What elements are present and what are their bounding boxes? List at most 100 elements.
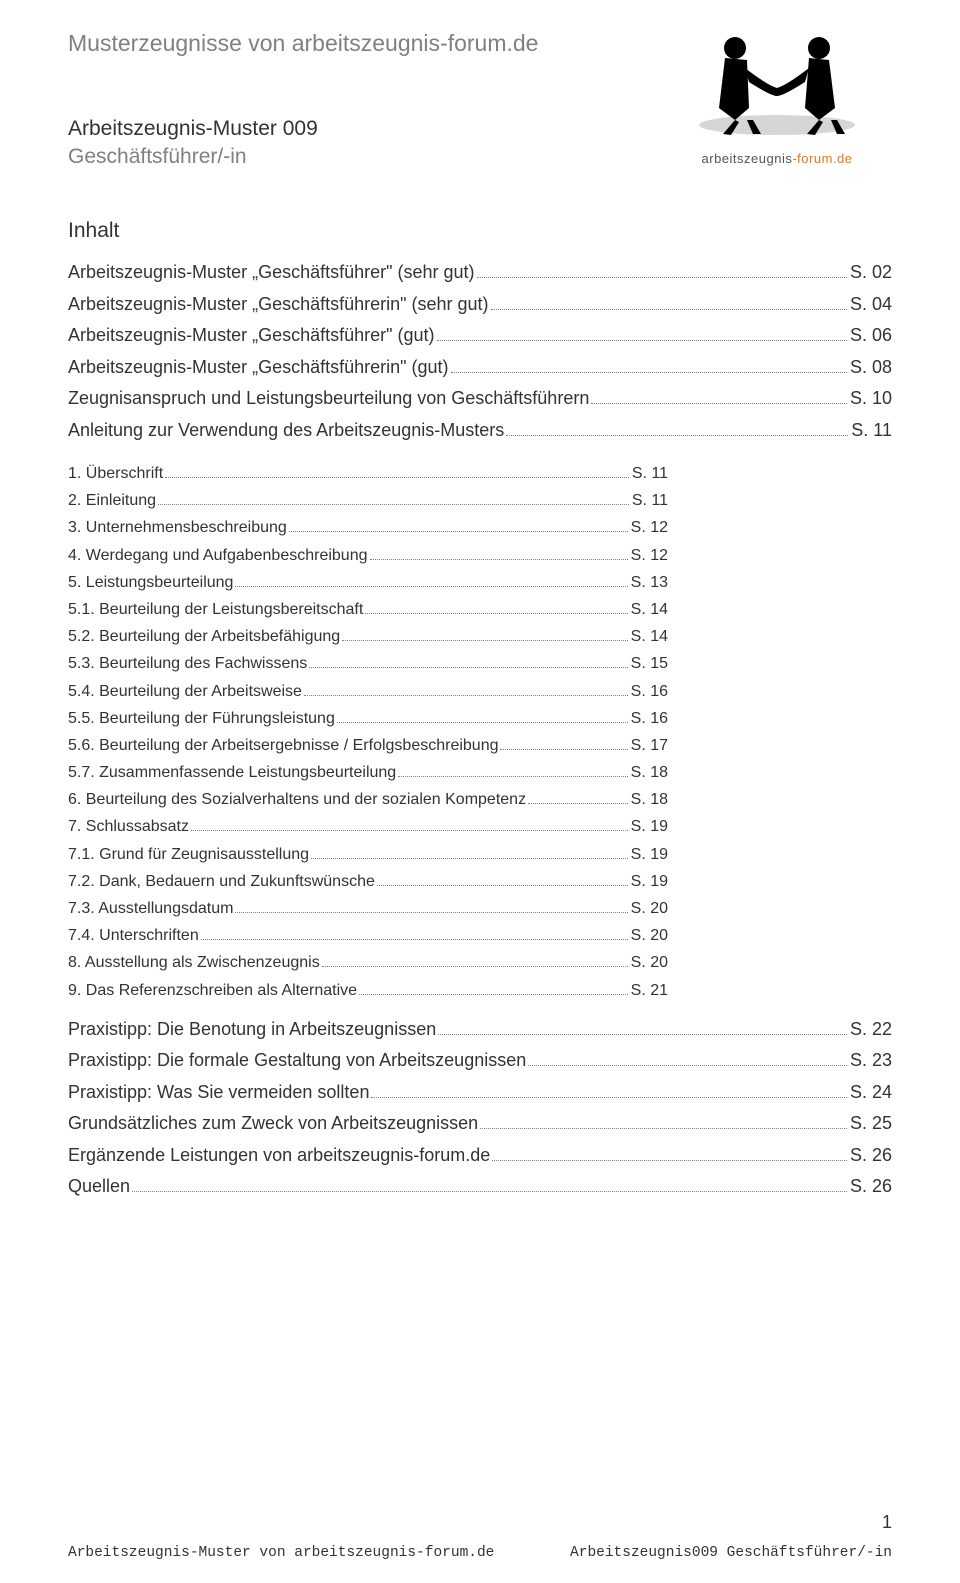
toc-leader-dots [500,749,627,750]
toc-leader-dots [311,858,628,859]
logo-caption-orange: -forum.de [792,151,852,166]
toc-leader-dots [158,504,629,505]
toc-page: S. 18 [631,786,668,813]
toc-leader-dots [438,1034,847,1035]
toc-label: 7.1. Grund für Zeugnisausstellung [68,841,309,868]
toc-row: QuellenS. 26 [68,1171,892,1203]
section-title: Inhalt [68,219,892,243]
toc-main: Arbeitszeugnis-Muster „Geschäftsführer" … [68,257,892,446]
toc-label: 5.4. Beurteilung der Arbeitsweise [68,678,302,705]
toc-leader-dots [451,372,847,373]
toc-label: Ergänzende Leistungen von arbeitszeugnis… [68,1140,490,1172]
toc-label: 4. Werdegang und Aufgabenbeschreibung [68,542,368,569]
toc-row: 5. LeistungsbeurteilungS. 13 [68,569,668,596]
toc-page: S. 12 [631,542,668,569]
toc-row: 5.7. Zusammenfassende Leistungsbeurteilu… [68,759,668,786]
toc-page: S. 11 [851,415,892,447]
toc-row: 5.4. Beurteilung der Arbeitsweise S. 16 [68,678,668,705]
toc-row: Arbeitszeugnis-Muster „Geschäftsführerin… [68,352,892,384]
toc-label: Arbeitszeugnis-Muster „Geschäftsführerin… [68,289,489,321]
toc-page: S. 15 [631,650,668,677]
toc-label: Praxistipp: Die Benotung in Arbeitszeugn… [68,1014,436,1046]
toc-row: 5.5. Beurteilung der FührungsleistungS. … [68,705,668,732]
toc-row: Ergänzende Leistungen von arbeitszeugnis… [68,1140,892,1172]
toc-label: Praxistipp: Die formale Gestaltung von A… [68,1045,526,1077]
toc-row: 5.3. Beurteilung des FachwissensS. 15 [68,650,668,677]
toc-leader-dots [477,277,847,278]
toc-row: 2. EinleitungS. 11 [68,487,668,514]
toc-label: Arbeitszeugnis-Muster „Geschäftsführer" … [68,320,435,352]
toc-row: 4. Werdegang und Aufgabenbeschreibung S. … [68,542,668,569]
toc-label: 5.7. Zusammenfassende Leistungsbeurteilu… [68,759,396,786]
toc-row: 5.1. Beurteilung der Leistungsbereitscha… [68,596,668,623]
toc-leader-dots [235,912,627,913]
toc-leader-dots [492,1160,847,1161]
toc-row: Arbeitszeugnis-Muster „Geschäftsführerin… [68,289,892,321]
handshake-icon [677,30,877,140]
toc-leader-dots [359,994,628,995]
toc-leader-dots [437,340,847,341]
page-number: 1 [882,1512,892,1533]
toc-page: S. 11 [632,487,668,514]
toc-label: 5.2. Beurteilung der Arbeitsbefähigung [68,623,340,650]
toc-leader-dots [201,939,628,940]
toc-label: 8. Ausstellung als Zwischenzeugnis [68,949,320,976]
toc-page: S. 08 [850,352,892,384]
toc-row: 5.6. Beurteilung der Arbeitsergebnisse /… [68,732,668,759]
toc-leader-dots [304,695,628,696]
footer-right: Arbeitszeugnis009 Geschäftsführer/-in [570,1545,892,1561]
toc-row: 8. Ausstellung als Zwischenzeugnis S. 20 [68,949,668,976]
toc-page: S. 06 [850,320,892,352]
toc-page: S. 20 [631,922,668,949]
toc-leader-dots [342,640,627,641]
toc-page: S. 18 [631,759,668,786]
toc-leader-dots [506,435,848,436]
toc-row: Arbeitszeugnis-Muster „Geschäftsführer" … [68,257,892,289]
toc-page: S. 20 [631,949,668,976]
toc-label: 5.1. Beurteilung der Leistungsbereitscha… [68,596,363,623]
toc-label: Zeugnisanspruch und Leistungsbeurteilung… [68,383,589,415]
toc-page: S. 19 [631,813,668,840]
toc-leader-dots [398,776,627,777]
logo-caption-grey: arbeitszeugnis [702,151,793,166]
toc-row: 6. Beurteilung des Sozialverhaltens und … [68,786,668,813]
toc-label: 9. Das Referenzschreiben als Alternative [68,977,357,1004]
footer-left: Arbeitszeugnis-Muster von arbeitszeugnis… [68,1545,494,1561]
toc-row: 9. Das Referenzschreiben als Alternative… [68,977,668,1004]
toc-leader-dots [337,722,628,723]
toc-row: 1. ÜberschriftS. 11 [68,460,668,487]
toc-row: 7.4. UnterschriftenS. 20 [68,922,668,949]
toc-leader-dots [491,309,847,310]
toc-page: S. 17 [631,732,668,759]
toc-row: Praxistipp: Was Sie vermeiden solltenS. … [68,1077,892,1109]
toc-row: Arbeitszeugnis-Muster „Geschäftsführer" … [68,320,892,352]
toc-row: Praxistipp: Die formale Gestaltung von A… [68,1045,892,1077]
toc-row: 7.1. Grund für Zeugnisausstellung S. 19 [68,841,668,868]
toc-page: S. 26 [850,1140,892,1172]
toc-page: S. 14 [631,596,668,623]
toc-leader-dots [132,1191,847,1192]
toc-row: Praxistipp: Die Benotung in Arbeitszeugn… [68,1014,892,1046]
toc-page: S. 25 [850,1108,892,1140]
toc-leader-dots [377,885,628,886]
toc-leader-dots [480,1128,847,1129]
toc-leader-dots [528,803,628,804]
toc-label: Arbeitszeugnis-Muster „Geschäftsführer" … [68,257,475,289]
toc-page: S. 16 [631,678,668,705]
toc-leader-dots [591,403,847,404]
logo: arbeitszeugnis-forum.de [662,30,892,166]
toc-page: S. 20 [631,895,668,922]
toc-leader-dots [322,966,628,967]
toc-label: 7. Schlussabsatz [68,813,189,840]
toc-leader-dots [235,586,627,587]
toc-leader-dots [289,531,628,532]
toc-page: S. 19 [631,841,668,868]
toc-label: 3. Unternehmensbeschreibung [68,514,287,541]
toc-label: Praxistipp: Was Sie vermeiden sollten [68,1077,369,1109]
toc-label: 1. Überschrift [68,460,163,487]
toc-page: S. 22 [850,1014,892,1046]
toc-label: 6. Beurteilung des Sozialverhaltens und … [68,786,526,813]
toc-page: S. 12 [631,514,668,541]
toc-label: 5.5. Beurteilung der Führungsleistung [68,705,335,732]
toc-page: S. 13 [631,569,668,596]
